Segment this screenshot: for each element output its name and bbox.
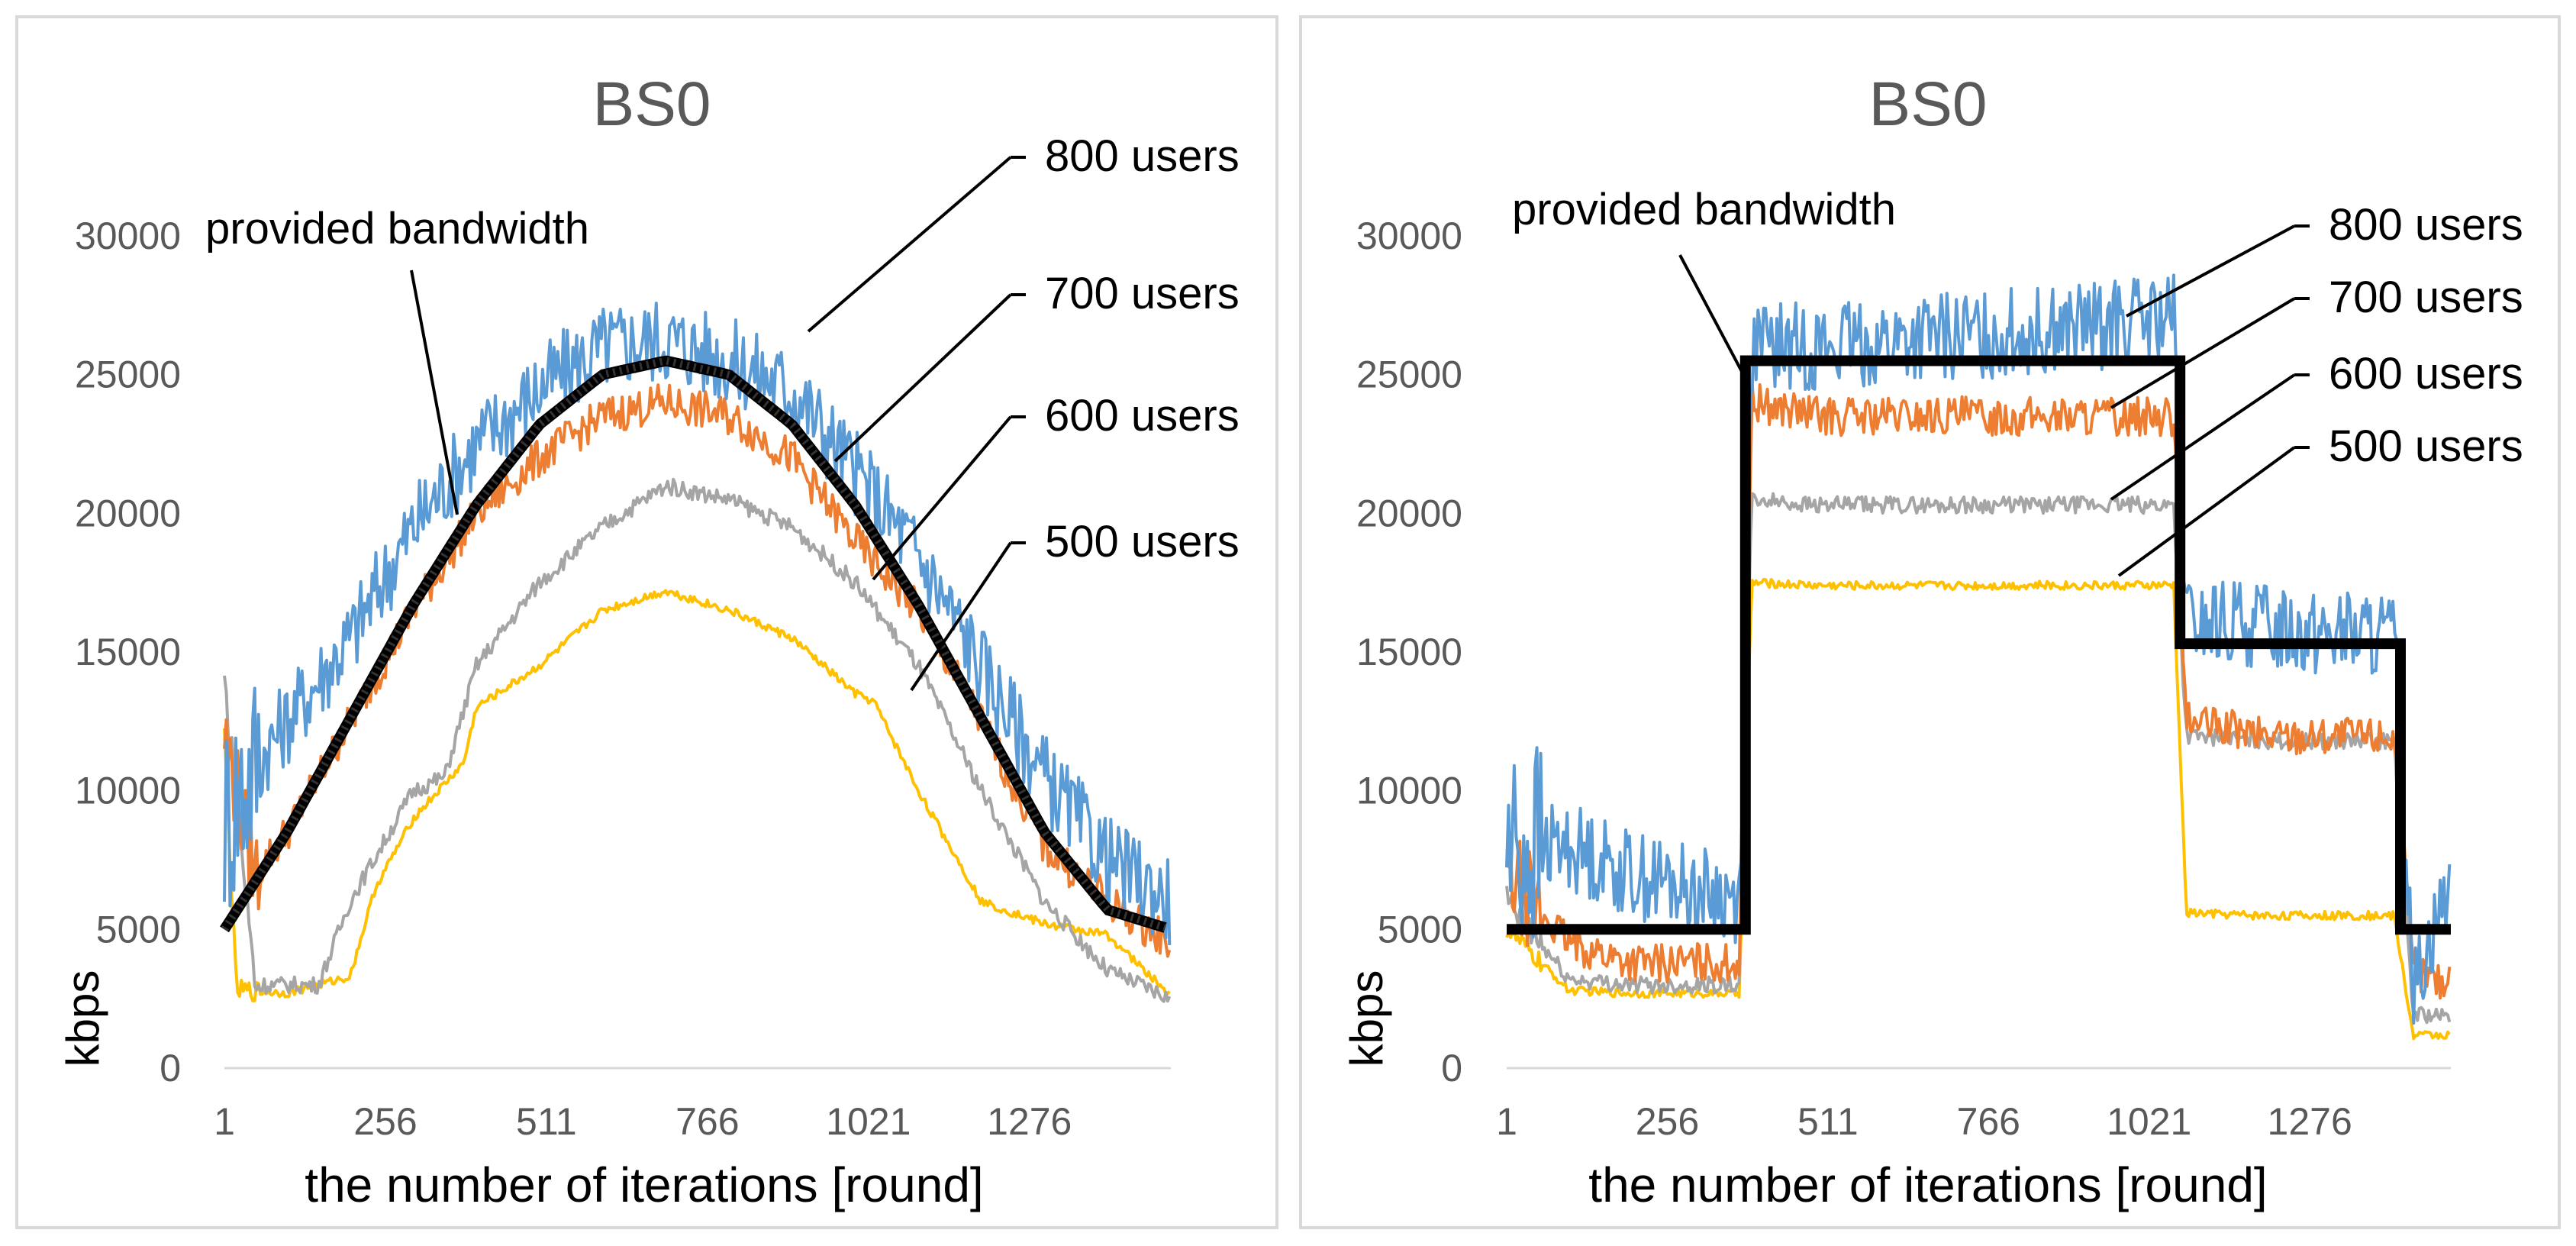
y-tick-label: 5000 <box>1378 908 1462 951</box>
x-tick-label: 766 <box>675 1100 739 1143</box>
x-tick-label: 1021 <box>826 1100 911 1143</box>
series-line-provided-bandwidth-texture <box>221 357 1167 932</box>
annotation-leader-line <box>872 415 1012 581</box>
series-line-800-users <box>223 302 1172 945</box>
series-line-500-users <box>223 589 1171 1002</box>
y-tick-label: 15000 <box>75 631 181 673</box>
chart-panel-right: BS0 0 5000 10000 15000 20000 25000 30000 1 256 511… <box>1299 15 2561 1229</box>
y-tick-label: 0 <box>1441 1047 1462 1089</box>
y-tick-label: 25000 <box>1356 353 1462 396</box>
series-line-provided-bandwidth <box>220 355 1167 933</box>
chart-right: BS0 0 5000 10000 15000 20000 25000 30000 1 256 511… <box>1341 69 2523 1212</box>
x-axis-label: the number of iterations [round] <box>305 1157 983 1212</box>
annotation-label: provided bandwidth <box>205 204 589 253</box>
annotation-label: 600 users <box>2329 349 2523 399</box>
y-tick-label: 0 <box>160 1047 181 1089</box>
series-line-500-users <box>1505 577 2451 1041</box>
series-line-600-users <box>223 477 1172 1003</box>
chart-left: BS0 0 5000 10000 15000 20000 25000 30000 1 256 511… <box>57 69 1240 1212</box>
annotation-leader-line <box>807 156 1012 333</box>
x-tick-label: 256 <box>1636 1100 1699 1143</box>
x-tick-label: 1 <box>1496 1100 1517 1143</box>
series-line-provided-bandwidth <box>1507 355 2451 935</box>
y-tick-label: 30000 <box>75 215 181 257</box>
series-line-700-users <box>1505 383 2452 1000</box>
x-tick-label: 256 <box>353 1100 417 1143</box>
x-tick-label: 1 <box>214 1100 235 1143</box>
annotation-label: 500 users <box>1045 517 1240 567</box>
annotation-label: provided bandwidth <box>1512 185 1896 234</box>
y-tick-label: 10000 <box>1356 770 1462 812</box>
annotation-label: 500 users <box>2329 421 2523 471</box>
annotation-leader-line <box>910 541 1012 692</box>
annotation-leader-line <box>410 270 459 515</box>
annotation-leader-line <box>2110 297 2296 409</box>
y-axis-label: kbps <box>57 970 108 1067</box>
annotation-label: 700 users <box>1045 269 1240 318</box>
series-line-700-users <box>223 383 1172 958</box>
y-tick-label: 25000 <box>75 353 181 396</box>
chart-title: BS0 <box>1869 69 1988 139</box>
chart-title: BS0 <box>593 69 711 139</box>
x-tick-label: 766 <box>1957 1100 2020 1143</box>
y-tick-label: 30000 <box>1356 215 1462 257</box>
y-tick-label: 10000 <box>75 770 181 812</box>
y-tick-label: 5000 <box>96 908 181 951</box>
y-tick-label: 15000 <box>1356 631 1462 673</box>
annotation-leader-line <box>2117 446 2296 577</box>
annotation-leader-line <box>1678 254 1746 378</box>
annotation-leader-line <box>2126 224 2295 318</box>
chart-panel-left: BS0 0 5000 10000 15000 20000 25000 30000 1 256 511… <box>15 15 1278 1229</box>
y-tick-label: 20000 <box>75 492 181 534</box>
x-tick-label: 1021 <box>2107 1100 2191 1143</box>
annotation-label: 700 users <box>2329 273 2523 322</box>
y-axis-label: kbps <box>1341 970 1392 1067</box>
x-tick-label: 1276 <box>2268 1100 2352 1143</box>
x-axis-label: the number of iterations [round] <box>1588 1157 2267 1212</box>
series-line-800-users <box>1505 273 2452 1025</box>
x-tick-label: 511 <box>516 1100 577 1143</box>
annotation-leader-line <box>2110 373 2296 501</box>
annotation-label: 800 users <box>2329 200 2523 250</box>
series-line-600-users <box>1505 492 2452 1025</box>
annotation-label: 800 users <box>1045 131 1240 181</box>
x-tick-label: 511 <box>1797 1100 1859 1143</box>
x-tick-label: 1276 <box>987 1100 1072 1143</box>
annotation-leader-line <box>833 293 1012 463</box>
y-tick-label: 20000 <box>1356 492 1462 534</box>
annotation-label: 600 users <box>1045 391 1240 441</box>
